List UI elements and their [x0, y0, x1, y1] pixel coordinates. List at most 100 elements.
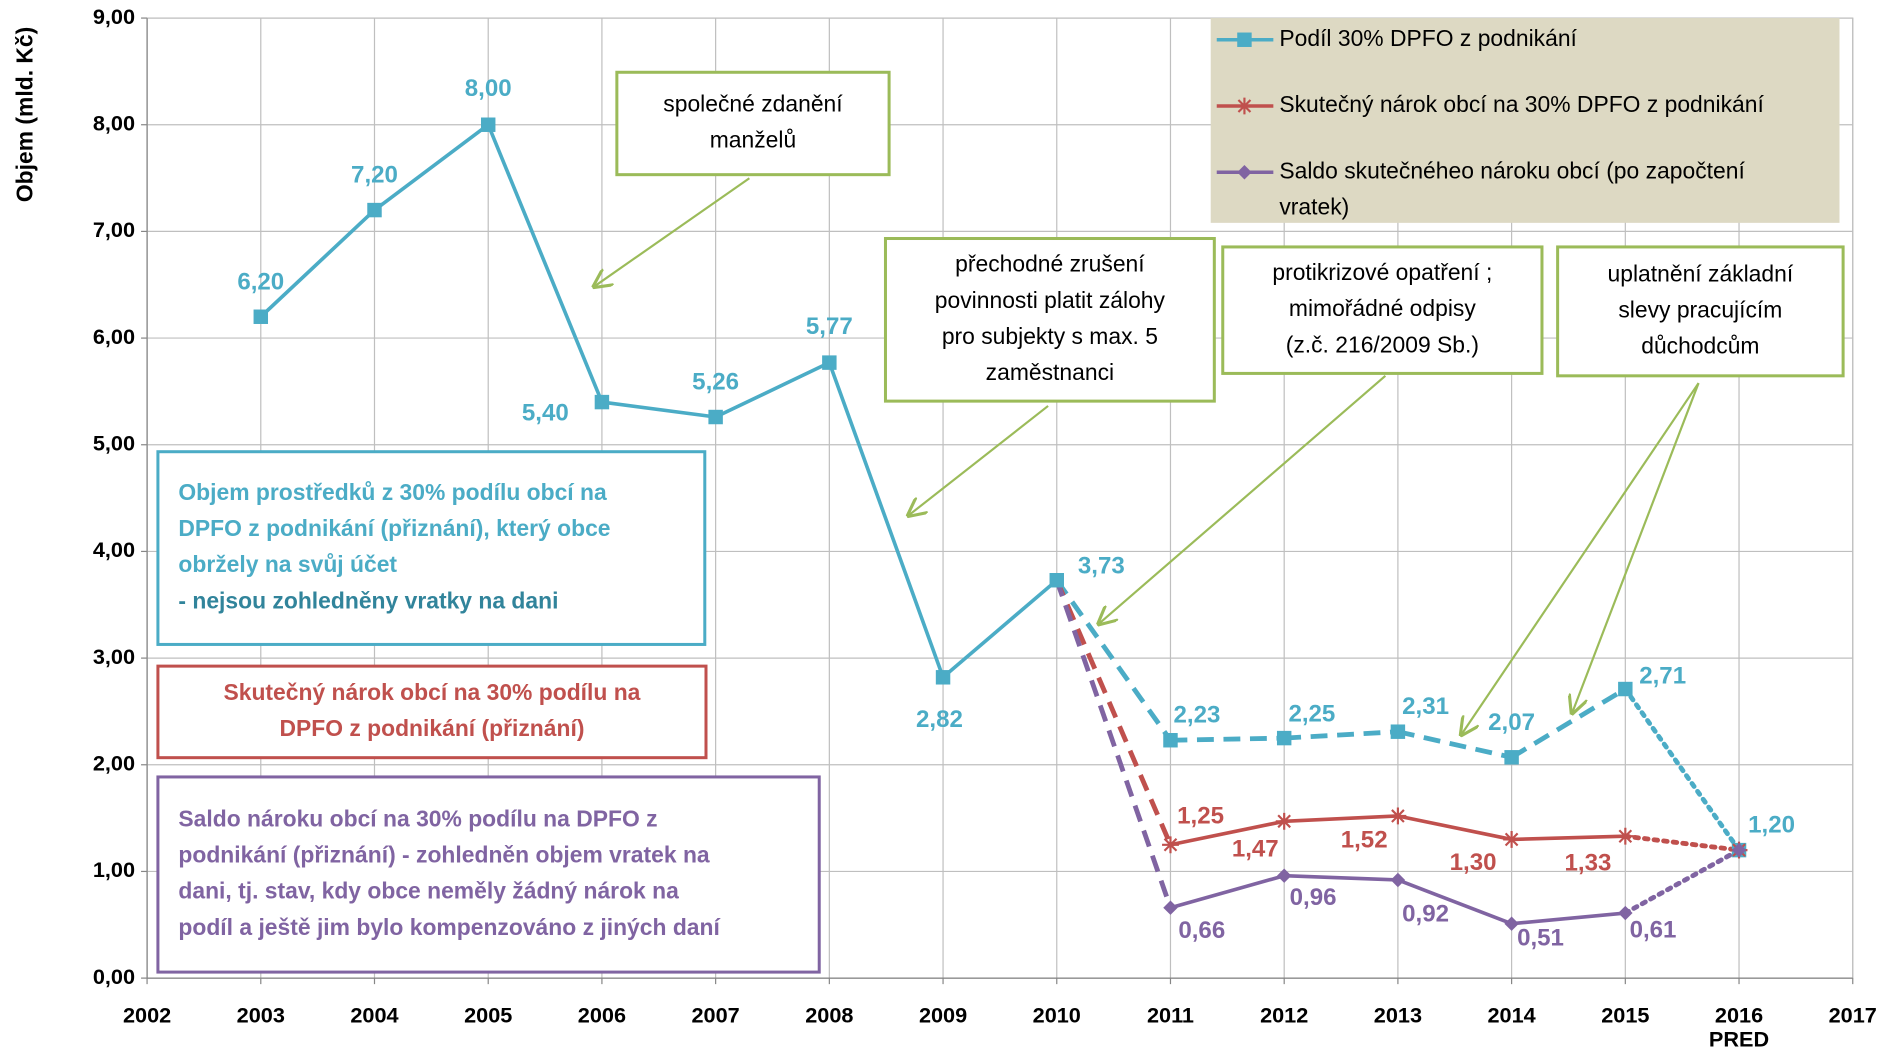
annotation-text: DPFO z podnikání (přiznání), který obce	[178, 515, 610, 541]
data-label: 2,23	[1174, 702, 1221, 729]
arrow	[1461, 382, 1700, 735]
annotation-text: pro subjekty s max. 5	[942, 323, 1158, 349]
annotation-text: (z.č. 216/2009 Sb.)	[1286, 331, 1479, 357]
data-label: 2,25	[1288, 701, 1335, 728]
series-line	[1054, 578, 1173, 742]
data-point	[1504, 916, 1519, 931]
annotation-box	[156, 775, 821, 974]
series-line	[601, 400, 716, 419]
series-line	[1397, 729, 1513, 760]
data-point	[367, 202, 382, 218]
series-line	[1397, 878, 1513, 926]
series-line	[1170, 819, 1285, 847]
x-tick-label: 2013	[1374, 1002, 1422, 1027]
y-tick-label: 4,00	[93, 537, 135, 562]
x-tick-label: 2007	[692, 1002, 740, 1027]
data-label: 0,61	[1630, 916, 1677, 943]
x-tick-label: 2014	[1488, 1002, 1536, 1027]
legend-box	[1210, 18, 1840, 223]
data-label: 2,07	[1488, 709, 1535, 736]
annotation-text: obržely na svůj účet	[178, 551, 397, 577]
annotation-box	[615, 70, 891, 177]
y-tick-label: 5,00	[93, 430, 135, 455]
annotation-text: manželů	[710, 127, 796, 153]
annotation-text: DPFO z podnikání (přiznání)	[279, 715, 584, 741]
annotation-text: - nejsou zohledněny vratky na dani	[178, 587, 558, 613]
series-line	[1622, 686, 1742, 853]
annotation-text: dani, tj. stav, kdy obce neměly žádný ná…	[178, 878, 679, 904]
x-tick-label: 2005	[464, 1002, 512, 1027]
annotation-text: Skutečný nárok obcí na 30% podílu na	[223, 679, 640, 705]
data-point	[1618, 905, 1633, 921]
y-tick-label: 9,00	[93, 4, 135, 29]
data-label: 8,00	[465, 75, 512, 102]
y-tick-label: 8,00	[93, 110, 135, 135]
x-tick-label: 2002	[123, 1002, 171, 1027]
annotation-text: zaměstnanci	[986, 359, 1114, 385]
data-point	[1163, 733, 1178, 748]
x-tick-label: 2010	[1033, 1002, 1081, 1027]
y-tick-label: 6,00	[93, 324, 135, 349]
data-point	[1049, 572, 1064, 588]
series-line	[1284, 814, 1398, 824]
data-point	[1163, 900, 1178, 915]
data-label: 5,77	[806, 313, 853, 340]
series-line	[486, 124, 604, 403]
series-line	[1054, 579, 1173, 909]
data-point	[1616, 827, 1634, 845]
annotation-text: podnikání (přiznání) - zohledněn objem v…	[178, 841, 710, 867]
x-tick-label: 2015	[1601, 1002, 1649, 1027]
series-line	[1622, 847, 1742, 916]
series-line	[941, 578, 1058, 679]
data-label: 1,25	[1177, 802, 1224, 829]
data-point	[1390, 872, 1406, 888]
arrow	[1572, 382, 1700, 713]
x-tick-sublabel: PRED	[1709, 1026, 1769, 1051]
annotation-text: protikrizové opatření ;	[1272, 259, 1492, 285]
annotation-box	[156, 450, 707, 646]
data-label: 7,20	[351, 162, 398, 189]
data-label: 0,51	[1517, 925, 1564, 952]
x-tick-label: 2012	[1260, 1002, 1308, 1027]
y-axis-title: Objem (mld. Kč)	[12, 27, 38, 202]
legend-label-line: Saldo skutečnéheo nároku obcí (po započt…	[1279, 157, 1745, 183]
data-point	[1276, 868, 1292, 883]
annotation-box	[1556, 245, 1845, 378]
data-point	[1275, 812, 1293, 830]
data-label: 5,40	[522, 399, 569, 426]
y-tick-label: 7,00	[93, 217, 135, 242]
series-line	[1510, 686, 1627, 760]
data-label: 0,96	[1290, 884, 1337, 911]
legend-label: Podíl 30% DPFO z podnikání	[1279, 25, 1577, 51]
series-line	[1054, 579, 1173, 846]
data-point	[708, 409, 723, 425]
data-point	[1618, 681, 1633, 697]
series-line	[827, 362, 945, 678]
data-label: 2,31	[1402, 693, 1449, 720]
series-line	[259, 208, 376, 319]
x-tick-label: 2009	[919, 1002, 967, 1027]
y-tick-label: 3,00	[93, 644, 135, 669]
annotation-text: důchodcům	[1641, 333, 1759, 359]
arrow	[908, 405, 1049, 516]
y-tick-label: 2,00	[93, 751, 135, 776]
legend-label-line: vratek)	[1279, 193, 1349, 219]
x-tick-label: 2016	[1715, 1002, 1763, 1027]
arrow	[594, 177, 750, 286]
x-tick-label: 2003	[237, 1002, 285, 1027]
data-point	[1503, 831, 1521, 848]
data-point	[935, 670, 951, 685]
series-line	[1284, 729, 1399, 741]
arrows	[594, 177, 1700, 735]
data-label: 1,20	[1748, 811, 1795, 838]
annotation-text: přechodné zrušení	[955, 251, 1145, 277]
data-label: 2,82	[916, 706, 963, 733]
x-tick-label: 2004	[350, 1002, 398, 1027]
series-line	[373, 123, 490, 212]
series-line	[1170, 735, 1285, 743]
legend-marker	[1237, 165, 1252, 180]
data-label: 6,20	[237, 268, 284, 295]
legend-marker	[1237, 32, 1252, 47]
y-tick-label: 0,00	[93, 964, 135, 989]
